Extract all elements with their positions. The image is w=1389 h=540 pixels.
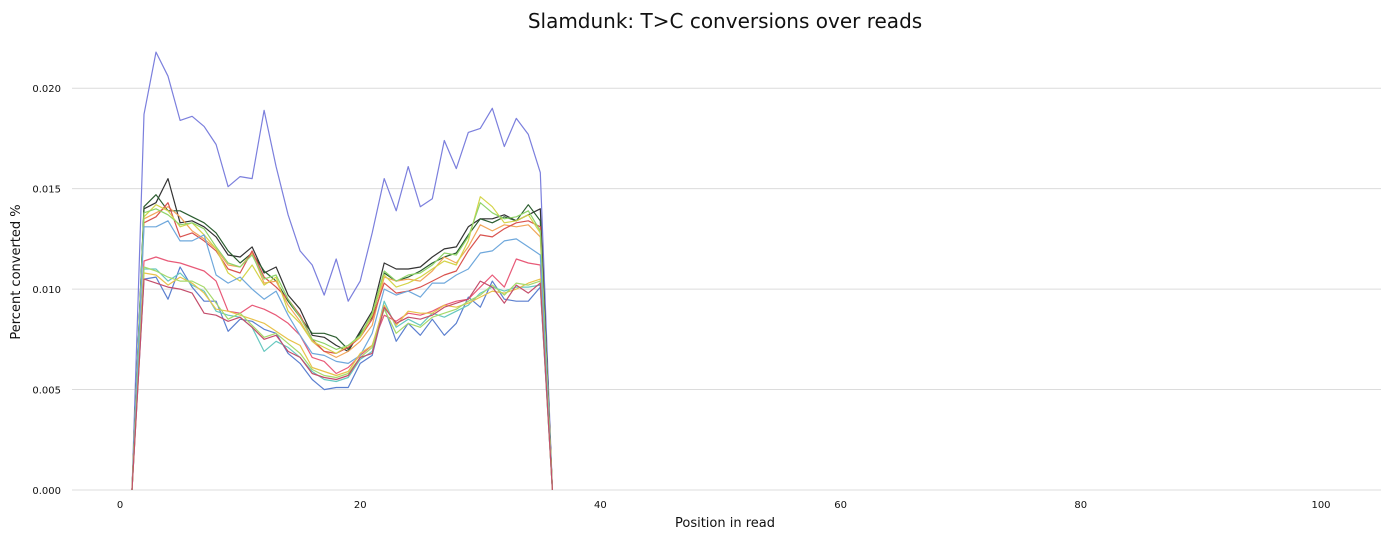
x-tick-label: 100 — [1311, 500, 1330, 511]
series-line-4 — [131, 206, 553, 491]
series-line-2 — [131, 178, 553, 491]
series-line-12 — [131, 272, 553, 491]
x-axis-ticks: 0 20 40 60 80 100 — [117, 500, 1331, 511]
y-tick-label: 0.015 — [32, 185, 61, 196]
x-tick-label: 60 — [834, 500, 847, 511]
y-axis-label: Percent converted % — [9, 204, 24, 339]
series-lines — [131, 51, 553, 491]
series-line-11 — [131, 268, 553, 491]
chart-title: Slamdunk: T>C conversions over reads — [528, 9, 922, 33]
series-line-1 — [131, 51, 553, 491]
y-tick-label: 0.005 — [32, 386, 61, 397]
series-line-8 — [131, 256, 553, 491]
series-line-14 — [131, 278, 553, 491]
series-line-6 — [131, 196, 553, 491]
x-tick-label: 0 — [117, 500, 123, 511]
x-tick-label: 20 — [354, 500, 367, 511]
y-tick-label: 0.000 — [32, 486, 61, 497]
y-axis-ticks: 0.000 0.005 0.010 0.015 0.020 — [32, 84, 61, 497]
x-axis-label: Position in read — [675, 516, 775, 531]
series-line-7 — [131, 202, 553, 491]
series-line-9 — [131, 220, 553, 491]
series-line-10 — [131, 266, 553, 491]
x-tick-label: 40 — [594, 500, 607, 511]
y-tick-label: 0.010 — [32, 285, 61, 296]
x-tick-label: 80 — [1074, 500, 1087, 511]
y-tick-label: 0.020 — [32, 84, 61, 95]
series-line-3 — [131, 194, 553, 491]
grid-lines — [72, 87, 1381, 491]
series-line-13 — [131, 266, 553, 491]
series-line-5 — [131, 202, 553, 491]
